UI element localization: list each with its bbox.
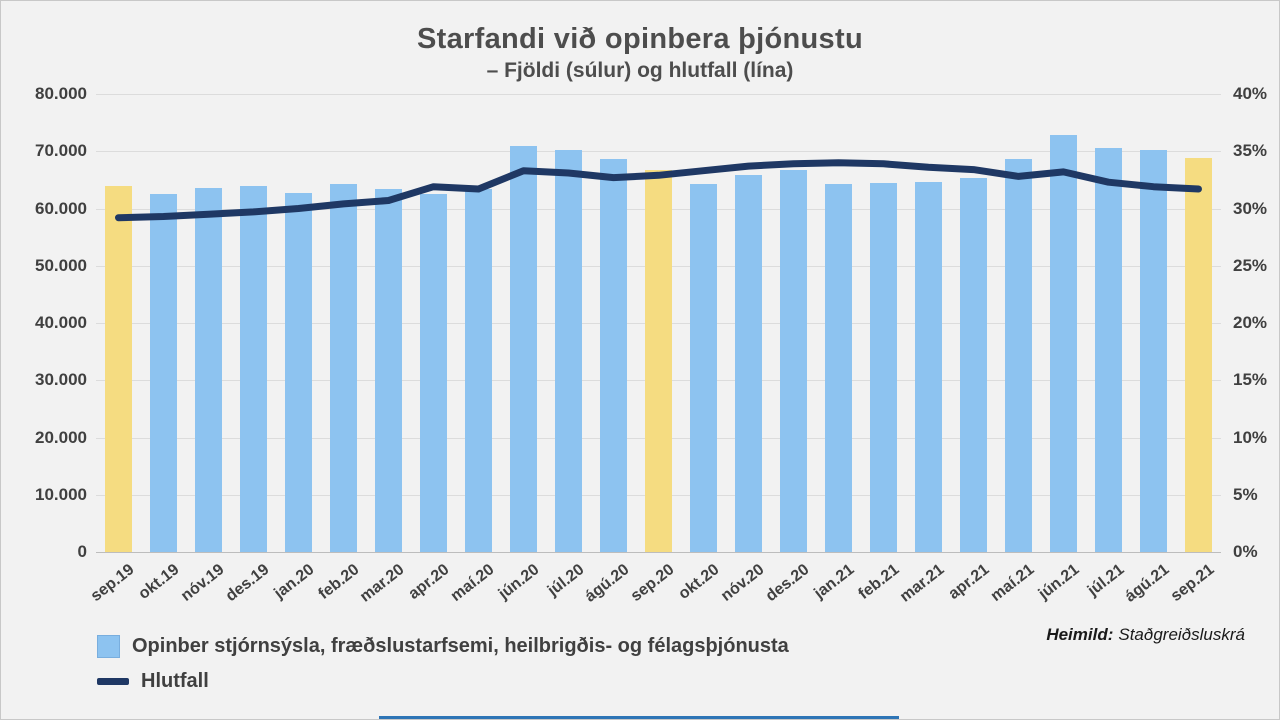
chart-subtitle: – Fjöldi (súlur) og hlutfall (lína): [486, 59, 794, 82]
source-value: Staðgreiðsluskrá: [1118, 625, 1245, 644]
legend-item-bars-label: Opinber stjórnsýsla, fræðslustarfsemi, h…: [132, 635, 789, 657]
source-note: Heimild: Staðgreiðsluskrá: [1046, 625, 1245, 645]
right-axis-tick-label: 0%: [1233, 542, 1258, 561]
hlutfall-line: [115, 159, 1202, 222]
legend: Opinber stjórnsýsla, fræðslustarfsemi, h…: [97, 635, 789, 705]
gridline: [96, 151, 1221, 153]
bar-feb.20: [330, 183, 357, 552]
right-axis-tick-label: 10%: [1233, 427, 1268, 447]
right-axis-tick-label: 5%: [1233, 484, 1258, 504]
bar-ágú.21: [1140, 149, 1167, 552]
left-axis-tick-label: 80.000: [35, 84, 87, 103]
bar-nóv.19: [195, 187, 222, 552]
right-axis-tick-label: 25%: [1233, 255, 1268, 275]
left-axis-tick-label: 0: [77, 542, 87, 561]
source-label: Heimild:: [1046, 625, 1114, 644]
left-axis-tick-label: 70.000: [35, 141, 87, 161]
plot-area: [96, 94, 1221, 553]
horizontal-scrollbar-thumb[interactable]: [379, 716, 899, 719]
bar-okt.20: [690, 183, 717, 552]
left-value-axis: 0 10.000 20.000 30.000 40.000 50.000 60.000 70.…: [9, 84, 87, 561]
bar-mar.20: [375, 189, 402, 552]
bar-nóv.20: [735, 175, 762, 552]
line-series-dash-icon: [97, 678, 129, 685]
bar-jún.20: [510, 146, 537, 552]
bar-maí.21: [1005, 159, 1032, 552]
right-axis-tick-label: 20%: [1233, 313, 1268, 332]
legend-item-line: Hlutfall: [97, 670, 789, 693]
category-axis: sep.19 okt.19 nóv.19 des.19 jan.20 feb.20 mar.…: [87, 555, 1221, 625]
left-axis-tick-label: 10.000: [35, 484, 87, 504]
bar-okt.19: [150, 194, 177, 552]
bar-series-swatch-icon: [97, 635, 120, 658]
left-axis-tick-label: 60.000: [35, 198, 87, 218]
bar-maí.20: [465, 189, 492, 552]
legend-item-bars: Opinber stjórnsýsla, fræðslustarfsemi, h…: [97, 635, 789, 658]
bar-jan.20: [285, 193, 312, 552]
right-axis-tick-label: 40%: [1233, 84, 1268, 103]
right-axis-tick-label: 15%: [1233, 370, 1268, 390]
left-axis-tick-label: 40.000: [35, 313, 87, 332]
left-axis-tick-label: 30.000: [35, 370, 87, 390]
bar-apr.21: [960, 177, 987, 552]
bar-des.20: [780, 170, 807, 552]
gridline: [96, 94, 1221, 95]
bar-ágú.20: [600, 158, 627, 552]
right-axis-tick-label: 30%: [1233, 198, 1268, 218]
left-axis-tick-label: 50.000: [35, 255, 87, 275]
bar-sep.21: [1185, 158, 1212, 552]
left-axis-tick-label: 20.000: [35, 427, 87, 447]
bar-sep.19: [105, 186, 132, 552]
right-percent-axis: 0% 5% 10% 15% 20% 25% 30% 35% 40%: [1233, 84, 1279, 561]
bar-des.19: [240, 185, 267, 552]
bar-júl.21: [1095, 148, 1122, 552]
axis-baseline: [96, 552, 1221, 553]
chart-title: Starfandi við opinbera þjónustu: [417, 23, 863, 55]
bar-júl.20: [555, 149, 582, 552]
bar-sep.20: [645, 169, 672, 552]
bar-jan.21: [825, 183, 852, 552]
bar-mar.21: [915, 181, 942, 552]
legend-item-line-label: Hlutfall: [141, 670, 209, 692]
bar-jún.21: [1050, 135, 1077, 552]
bar-feb.21: [870, 183, 897, 552]
right-axis-tick-label: 35%: [1233, 141, 1268, 161]
bar-apr.20: [420, 193, 447, 552]
